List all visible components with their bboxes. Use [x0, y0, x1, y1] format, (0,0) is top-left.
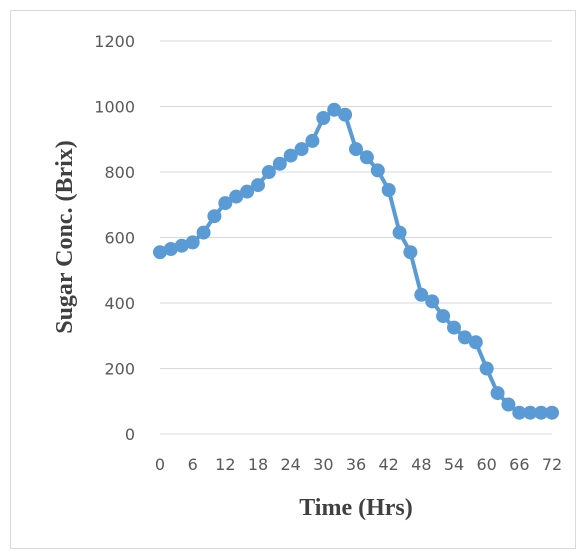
y-tick-label: 600 — [104, 229, 135, 248]
x-tick-label: 36 — [346, 455, 366, 474]
data-point — [261, 165, 276, 179]
y-axis-tick-labels: 0 200 400 600 800 1000 1200 — [94, 32, 135, 444]
grid-lines — [160, 40, 552, 435]
data-point — [370, 163, 385, 178]
y-tick-label: 800 — [104, 163, 135, 182]
data-point — [305, 133, 320, 148]
x-tick-label: 72 — [542, 455, 562, 474]
data-point — [414, 287, 429, 302]
x-tick-label: 54 — [444, 455, 464, 474]
series-group — [153, 102, 559, 420]
x-tick-label: 66 — [509, 455, 529, 474]
y-tick-label: 1200 — [94, 32, 135, 51]
data-point — [447, 320, 461, 335]
data-point — [381, 183, 396, 197]
data-point — [272, 156, 287, 171]
data-point — [425, 294, 440, 309]
data-point — [218, 196, 233, 211]
data-point — [283, 148, 298, 163]
chart-frame — [10, 10, 576, 549]
x-tick-label: 42 — [378, 455, 398, 474]
y-tick-label: 200 — [104, 360, 135, 379]
data-point — [185, 235, 200, 250]
x-tick-label: 6 — [188, 455, 198, 474]
data-point — [207, 209, 222, 224]
y-axis-title: Sugar Conc. (Brix) — [52, 140, 78, 334]
x-tick-label: 24 — [280, 455, 300, 474]
x-tick-label: 30 — [313, 455, 333, 474]
x-tick-label: 18 — [248, 455, 268, 474]
y-tick-label: 1000 — [94, 98, 135, 117]
data-point — [501, 397, 516, 412]
x-tick-label: 48 — [411, 455, 431, 474]
data-point — [294, 142, 309, 157]
data-point — [392, 225, 407, 240]
x-tick-label: 0 — [155, 455, 165, 474]
x-tick-label: 60 — [476, 455, 496, 474]
x-tick-label: 12 — [215, 455, 235, 474]
x-axis-title: Time (Hrs) — [299, 495, 413, 521]
y-tick-label: 0 — [125, 425, 135, 444]
data-point — [359, 150, 374, 165]
data-point — [196, 225, 211, 240]
data-point — [468, 335, 483, 350]
data-point — [316, 111, 331, 125]
x-axis-tick-labels: 0 6 12 18 24 30 36 42 48 54 60 66 72 — [155, 455, 562, 474]
data-point — [545, 405, 559, 420]
data-point — [240, 184, 255, 199]
data-point — [338, 107, 353, 122]
data-point — [490, 386, 505, 401]
data-point — [479, 361, 494, 376]
data-point — [403, 245, 418, 260]
data-point — [436, 309, 451, 324]
data-point — [251, 178, 265, 193]
y-tick-label: 400 — [104, 294, 135, 313]
data-point — [349, 142, 363, 157]
